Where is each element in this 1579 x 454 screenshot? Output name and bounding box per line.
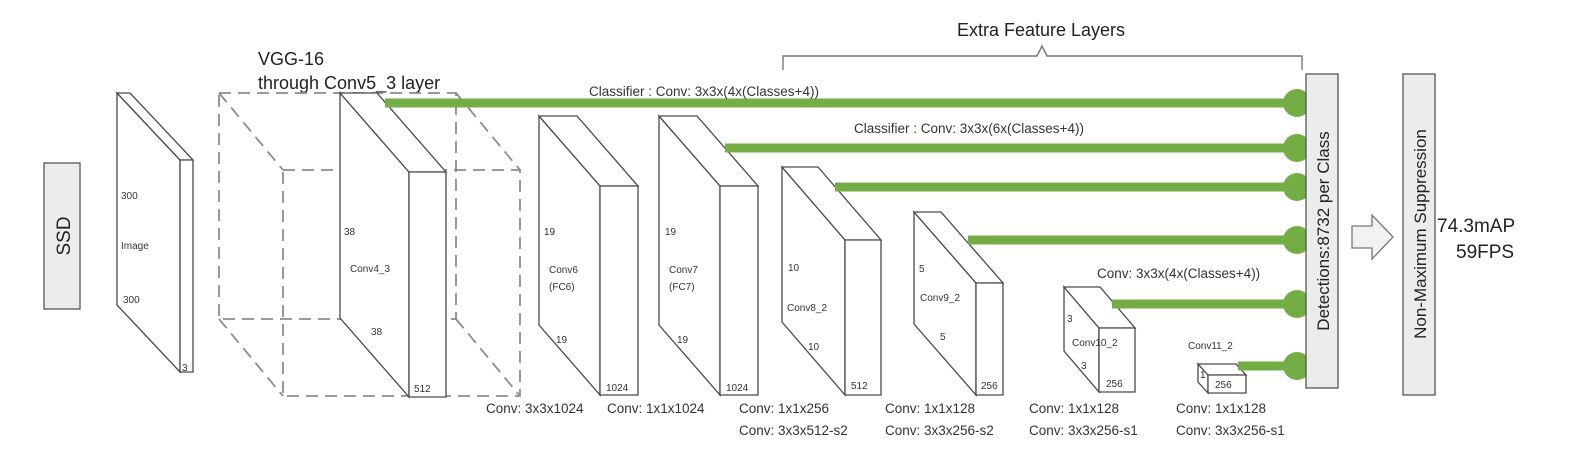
conv6-width-label: 19 — [556, 335, 568, 346]
conv10-2-name-label: Conv10_2 — [1072, 338, 1118, 349]
ssd-label: SSD — [54, 216, 75, 255]
image-width-label: 300 — [123, 295, 140, 306]
input-image-block: 300 Image 300 3 — [115, 91, 195, 374]
conv9-2-width-label: 5 — [940, 332, 946, 343]
detections-box: Detections:8732 per Class — [1305, 73, 1339, 389]
conv8-2-height-label: 10 — [788, 263, 800, 274]
classifier-label-2: Classifier : Conv: 3x3x(6x(Classes+4)) — [854, 121, 1084, 136]
conv11-2-block: Conv11_2 1 256 — [1188, 341, 1248, 395]
conv10-2-width-label: 3 — [1081, 361, 1087, 372]
conv7-block: 19 Conv7 (FC7) 19 1024 — [657, 114, 760, 397]
conv-label-conv8-b: Conv: 3x3x512-s2 — [739, 423, 848, 438]
conv4-3-block: 38 Conv4_3 38 512 — [338, 91, 448, 399]
conv7-name-line2: (FC7) — [669, 282, 695, 293]
extra-feature-layers-brace — [782, 44, 1303, 70]
conv6-height-label: 19 — [544, 227, 556, 238]
conv-label-conv11-a: Conv: 1x1x128 — [1176, 401, 1266, 416]
extra-feature-layers-title: Extra Feature Layers — [957, 20, 1125, 40]
conv-label-conv9-a: Conv: 1x1x128 — [885, 401, 975, 416]
detection-node-2 — [1283, 134, 1311, 162]
conv9-2-name-label: Conv9_2 — [920, 293, 960, 304]
conv10-2-block: 3 Conv10_2 3 256 — [1062, 285, 1137, 394]
vgg-title-line2: through Conv5_3 layer — [258, 73, 440, 94]
conv9-2-depth-label: 256 — [981, 381, 998, 392]
conv8-2-block: 10 Conv8_2 10 512 — [780, 165, 883, 397]
image-depth-label: 3 — [182, 363, 188, 374]
conv4-3-depth-label: 512 — [414, 384, 431, 395]
conv7-width-label: 19 — [677, 335, 689, 346]
conv11-2-depth-label: 256 — [1215, 380, 1232, 391]
conv11-2-name-label: Conv11_2 — [1188, 341, 1233, 352]
conv-label-fc6: Conv: 3x3x1024 — [486, 401, 584, 416]
detection-node-1 — [1283, 89, 1311, 117]
conv-label-conv9-b: Conv: 3x3x256-s2 — [885, 423, 994, 438]
conv8-2-width-label: 10 — [808, 342, 820, 353]
detections-label: Detections:8732 per Class — [1314, 131, 1333, 330]
image-height-label: 300 — [121, 191, 138, 202]
conv4-3-name-label: Conv4_3 — [350, 264, 390, 275]
conv6-name-line1: Conv6 — [549, 265, 578, 276]
result-map: 74.3mAP — [1437, 216, 1515, 237]
conv10-2-depth-label: 256 — [1106, 379, 1123, 390]
conv7-depth-label: 1024 — [726, 383, 749, 394]
conv8-2-name-label: Conv8_2 — [787, 303, 827, 314]
classifier-connections — [385, 89, 1311, 380]
conv7-name-line1: Conv7 — [669, 265, 698, 276]
nms-box: Non-Maximum Suppression — [1402, 73, 1436, 396]
vgg-title-line1: VGG-16 — [258, 49, 324, 69]
conv9-2-height-label: 5 — [919, 264, 925, 275]
conv7-height-label: 19 — [665, 227, 677, 238]
arrow-icon — [1351, 213, 1394, 261]
classifier-label-3: Conv: 3x3x(4x(Classes+4)) — [1097, 266, 1260, 281]
conv-label-fc7: Conv: 1x1x1024 — [607, 401, 705, 416]
conv6-depth-label: 1024 — [606, 383, 629, 394]
conv-label-conv10-a: Conv: 1x1x128 — [1029, 401, 1119, 416]
detection-node-3 — [1283, 173, 1311, 201]
conv6-block: 19 Conv6 (FC6) 19 1024 — [537, 114, 640, 397]
conv-label-conv10-b: Conv: 3x3x256-s1 — [1029, 423, 1138, 438]
conv11-2-height-label: 1 — [1200, 370, 1206, 381]
result-fps: 59FPS — [1456, 242, 1514, 263]
conv-label-conv8-a: Conv: 1x1x256 — [739, 401, 829, 416]
detection-node-4 — [1283, 226, 1311, 254]
classifier-label-1: Classifier : Conv: 3x3x(4x(Classes+4)) — [589, 84, 819, 99]
conv10-2-height-label: 3 — [1067, 314, 1073, 325]
detection-node-5 — [1283, 290, 1311, 318]
conv6-name-line2: (FC6) — [549, 282, 575, 293]
ssd-label-box: SSD — [43, 162, 81, 310]
detection-node-6 — [1283, 352, 1311, 380]
conv9-2-block: 5 Conv9_2 5 256 — [912, 210, 1005, 397]
nms-label: Non-Maximum Suppression — [1411, 129, 1430, 339]
conv4-3-height-label: 38 — [344, 227, 356, 238]
conv8-2-depth-label: 512 — [851, 381, 868, 392]
conv-label-conv11-b: Conv: 3x3x256-s1 — [1176, 423, 1285, 438]
conv4-3-width-label: 38 — [371, 327, 383, 338]
image-name-label: Image — [121, 241, 149, 252]
